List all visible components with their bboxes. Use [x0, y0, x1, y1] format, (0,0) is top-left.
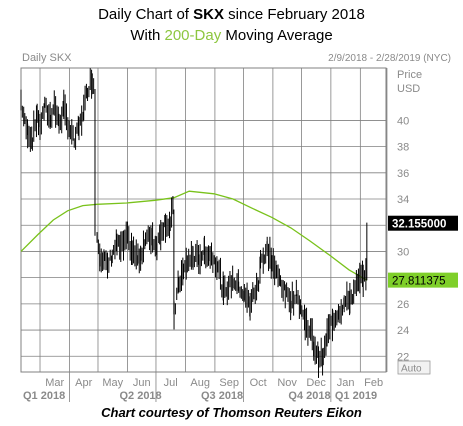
- y-tick-label: 30: [397, 246, 409, 258]
- y-tick-label: 36: [397, 168, 409, 180]
- x-quarter-label: Q4 2018: [288, 390, 330, 402]
- title-line-1: Daily Chart of SKX since February 2018: [0, 4, 463, 25]
- title-suffix: since February 2018: [223, 6, 365, 23]
- y-tick-label: 34: [397, 194, 409, 206]
- x-month-label: Mar: [45, 377, 64, 389]
- moving-average-line: [20, 190, 368, 281]
- auto-scale-label: Auto: [401, 364, 422, 375]
- y-tick-label: 40: [397, 115, 409, 127]
- x-quarter-label: Q1 2018: [23, 390, 65, 402]
- y-tick-label: 26: [397, 299, 409, 311]
- subtitle-highlight: 200-Day: [164, 27, 222, 44]
- x-month-label: Dec: [306, 377, 326, 389]
- last-ma-value: 27.811375: [392, 276, 446, 288]
- y-tick-label: 22: [397, 351, 409, 363]
- x-month-label: Apr: [75, 377, 92, 389]
- x-month-label: Sep: [219, 377, 239, 389]
- title-prefix: Daily Chart of: [98, 6, 194, 23]
- x-month-label: Oct: [250, 377, 267, 389]
- x-month-label: Jul: [164, 377, 178, 389]
- subtitle-suffix: Moving Average: [221, 27, 333, 44]
- x-month-label: Aug: [190, 377, 210, 389]
- x-month-label: May: [102, 377, 123, 389]
- x-month-label: Jan: [337, 377, 355, 389]
- x-month-label: Feb: [364, 377, 383, 389]
- price-header-label: Price: [397, 69, 422, 81]
- plot-border: [20, 67, 387, 373]
- currency-label: USD: [397, 83, 420, 95]
- auto-scale-button: [397, 360, 431, 375]
- y-tick-label: 38: [397, 142, 409, 154]
- last-price-badge: [388, 215, 458, 231]
- chart-title: Daily Chart of SKX since February 2018 W…: [0, 4, 463, 46]
- title-ticker: SKX: [193, 6, 224, 23]
- title-line-2: With 200-Day Moving Average: [0, 25, 463, 46]
- x-quarter-label: Q1 2019: [335, 390, 377, 402]
- subtitle-prefix: With: [130, 27, 165, 44]
- chart-credit: Chart courtesy of Thomson Reuters Eikon: [101, 405, 362, 420]
- x-month-label: Nov: [277, 377, 297, 389]
- date-range-label: 2/9/2018 - 2/28/2019 (NYC): [328, 53, 451, 64]
- x-quarter-label: Q2 2018: [119, 390, 161, 402]
- x-month-label: Jun: [133, 377, 151, 389]
- last-ma-badge: [388, 272, 458, 288]
- last-price-value: 32.155000: [392, 219, 446, 231]
- y-tick-label: 24: [397, 325, 409, 337]
- series-label: Daily SKX: [22, 52, 72, 64]
- x-quarter-label: Q3 2018: [201, 390, 243, 402]
